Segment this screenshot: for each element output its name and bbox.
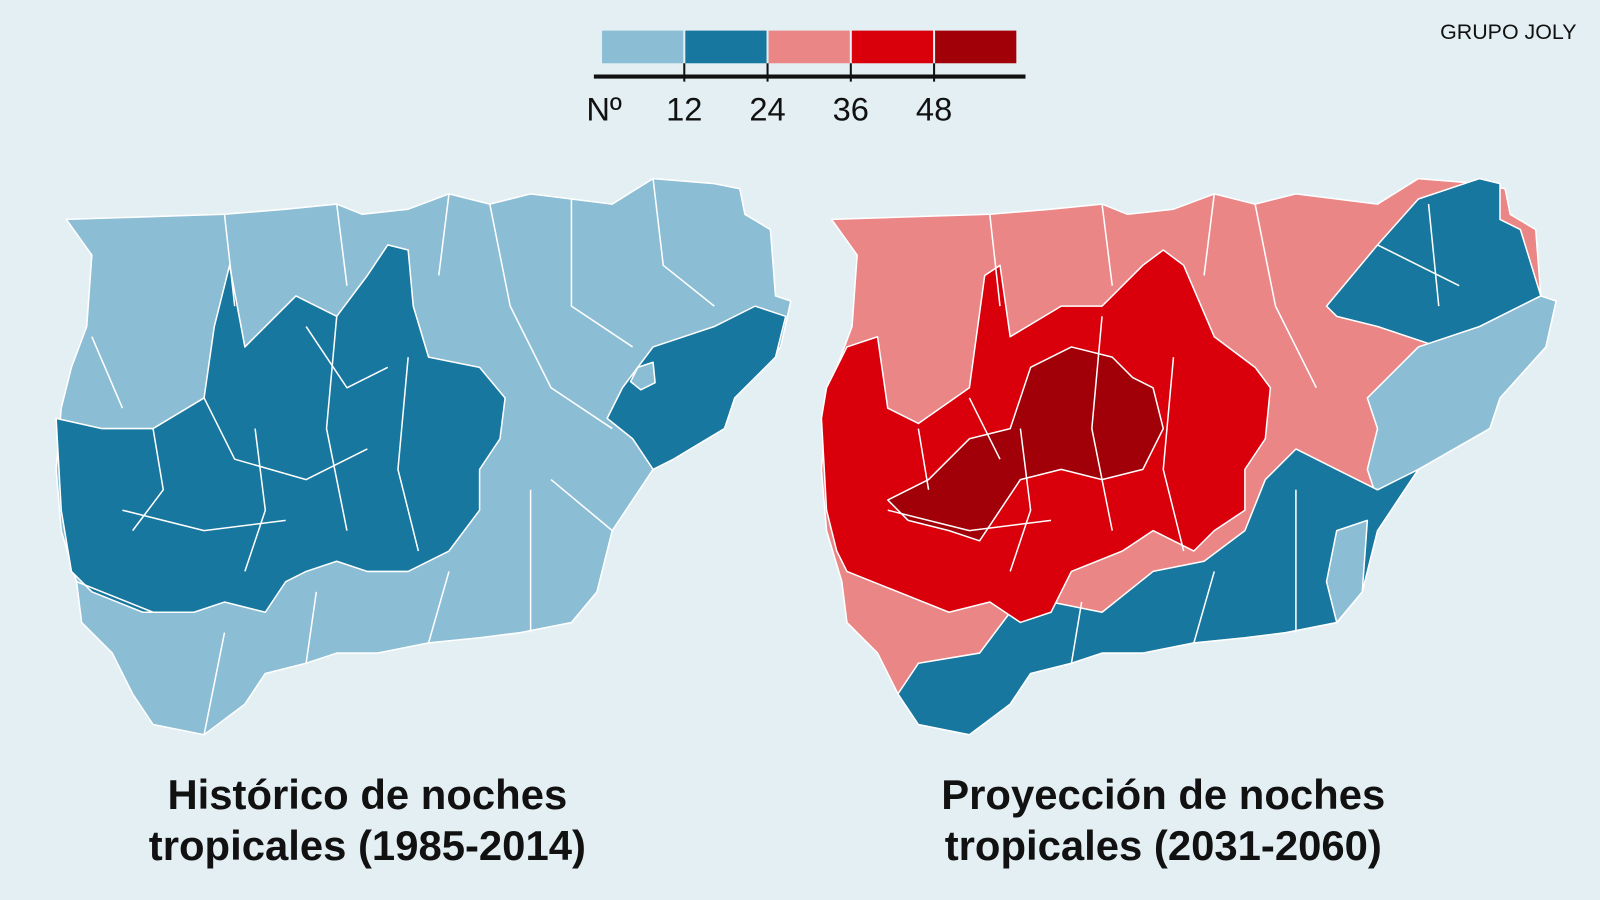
legend-break-label: 12 [666, 90, 702, 127]
map-title: Histórico de noches [167, 771, 567, 818]
legend-swatch [768, 30, 850, 64]
region [1325, 519, 1369, 624]
legend-unit: Nº [586, 90, 622, 127]
map-title: tropicales (1985-2014) [149, 822, 586, 869]
map-title: tropicales (2031-2060) [945, 822, 1382, 869]
region [1366, 295, 1557, 501]
legend-break-label: 24 [749, 90, 785, 127]
region-border [76, 178, 715, 735]
region [606, 305, 787, 471]
region [897, 448, 1420, 736]
map-projection [820, 177, 1557, 736]
legend-swatch [602, 30, 684, 64]
region-border [887, 193, 1460, 664]
region [55, 244, 506, 614]
legend-break-label: 36 [833, 90, 869, 127]
legend: Nº 12 24 36 48 [586, 30, 1026, 127]
region-border [122, 316, 420, 572]
region [629, 361, 656, 391]
map-historic [55, 177, 792, 736]
legend-swatch [851, 30, 934, 64]
brand: GRUPO JOLY [1440, 20, 1576, 44]
legend-break-label: 48 [916, 90, 952, 127]
map-title: Proyección de noches [941, 771, 1385, 818]
legend-swatch [935, 30, 1017, 64]
legend-swatch [685, 30, 767, 64]
